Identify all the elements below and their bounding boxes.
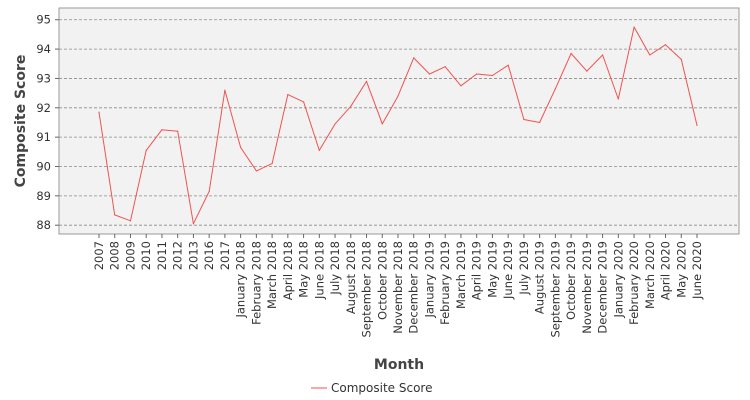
- x-tick-label: 2008: [108, 241, 122, 270]
- x-tick-label: July 2018: [328, 241, 342, 296]
- x-tick-label: February 2020: [627, 241, 641, 325]
- data-point: [680, 58, 682, 60]
- x-tick-label: December 2019: [596, 241, 610, 334]
- x-tick-label: July 2019: [517, 241, 531, 296]
- x-tick-label: January 2018: [234, 241, 248, 319]
- data-point: [240, 146, 242, 149]
- x-tick-label: January 2020: [611, 241, 625, 319]
- x-tick-label: March 2018: [265, 241, 279, 309]
- x-tick-label: June 2019: [501, 241, 515, 300]
- data-point: [507, 64, 509, 66]
- y-tick-label: 88: [36, 218, 51, 232]
- data-point: [428, 73, 431, 75]
- x-tick-label: 2007: [92, 241, 106, 270]
- data-point: [554, 88, 556, 90]
- y-axis: 88 89 90 91 92 93 94 95: [36, 13, 59, 232]
- data-point: [491, 74, 494, 77]
- x-tick-label: February 2019: [438, 241, 452, 325]
- data-point: [413, 57, 415, 59]
- data-point: [114, 214, 116, 216]
- data-point: [381, 123, 383, 125]
- data-point: [539, 121, 541, 124]
- x-tick-label: April 2020: [659, 241, 673, 300]
- x-tick-label: August 2018: [344, 241, 358, 314]
- data-point: [601, 54, 604, 56]
- data-point: [397, 95, 399, 97]
- data-point: [192, 223, 195, 225]
- data-point: [570, 52, 572, 55]
- data-point: [129, 220, 132, 222]
- x-tick-label: April 2018: [281, 241, 295, 300]
- x-tick-label: August 2019: [533, 241, 547, 314]
- y-tick-label: 89: [36, 189, 51, 203]
- x-tick-label: 2009: [123, 241, 137, 270]
- data-point: [633, 26, 635, 28]
- data-point: [318, 149, 320, 151]
- data-point: [696, 124, 698, 127]
- x-tick-label: 2017: [218, 241, 232, 270]
- data-point: [302, 101, 305, 103]
- x-tick-label: 2013: [186, 241, 200, 270]
- x-tick-label: May 2020: [674, 241, 688, 298]
- x-tick-label: October 2018: [375, 241, 389, 320]
- grid-lines: [59, 19, 739, 226]
- legend: Composite Score: [311, 381, 432, 395]
- x-axis-title: Month: [374, 357, 424, 373]
- data-point: [649, 54, 651, 56]
- data-point: [617, 98, 619, 100]
- x-tick-label: June 2020: [690, 241, 704, 300]
- data-point: [365, 80, 368, 82]
- data-point: [586, 70, 588, 72]
- data-point: [145, 149, 147, 151]
- x-tick-label: May 2018: [297, 241, 311, 298]
- x-tick-label: April 2019: [470, 241, 484, 300]
- y-tick-label: 91: [36, 130, 51, 144]
- data-point: [208, 190, 210, 193]
- x-tick-label: December 2018: [407, 241, 421, 334]
- data-point: [287, 93, 289, 96]
- y-tick-label: 90: [36, 159, 51, 173]
- data-point: [98, 111, 100, 113]
- plot-area: [58, 7, 740, 235]
- y-tick-label: 94: [36, 42, 51, 56]
- data-point: [224, 89, 226, 91]
- x-tick-label: November 2019: [580, 241, 594, 334]
- x-tick-label: 2011: [155, 241, 169, 270]
- x-tick-label: September 2019: [548, 241, 562, 338]
- y-tick-label: 92: [36, 101, 51, 115]
- data-point: [476, 73, 478, 75]
- x-tick-label: June 2018: [312, 241, 326, 300]
- x-tick-label: September 2018: [360, 241, 374, 338]
- x-tick-label: 2016: [202, 241, 216, 270]
- x-tick-label: March 2020: [643, 241, 657, 309]
- x-axis: 2007 2008 2009 2010 2011 2012 2013 2016 2017 Janu…: [92, 234, 704, 338]
- x-tick-label: May 2019: [485, 241, 499, 298]
- y-tick-label: 93: [36, 71, 51, 85]
- data-point: [255, 170, 257, 172]
- legend-label: Composite Score: [331, 381, 432, 395]
- x-tick-label: 2010: [139, 241, 153, 270]
- series-layer: [98, 26, 698, 225]
- data-point: [460, 85, 462, 87]
- x-tick-label: 2012: [171, 241, 185, 270]
- data-point: [177, 130, 179, 132]
- x-tick-label: March 2019: [454, 241, 468, 309]
- data-point: [444, 66, 446, 68]
- x-tick-label: October 2019: [564, 241, 578, 320]
- x-tick-label: January 2019: [422, 241, 436, 319]
- data-point: [523, 118, 525, 121]
- data-point: [161, 129, 163, 131]
- data-point: [664, 44, 667, 46]
- y-tick-label: 95: [36, 13, 51, 27]
- y-axis-title: Composite Score: [13, 55, 29, 188]
- data-point: [271, 162, 273, 165]
- x-tick-label: February 2018: [249, 241, 263, 325]
- x-tick-label: November 2018: [391, 241, 405, 334]
- data-point: [350, 105, 352, 107]
- data-point: [334, 123, 336, 125]
